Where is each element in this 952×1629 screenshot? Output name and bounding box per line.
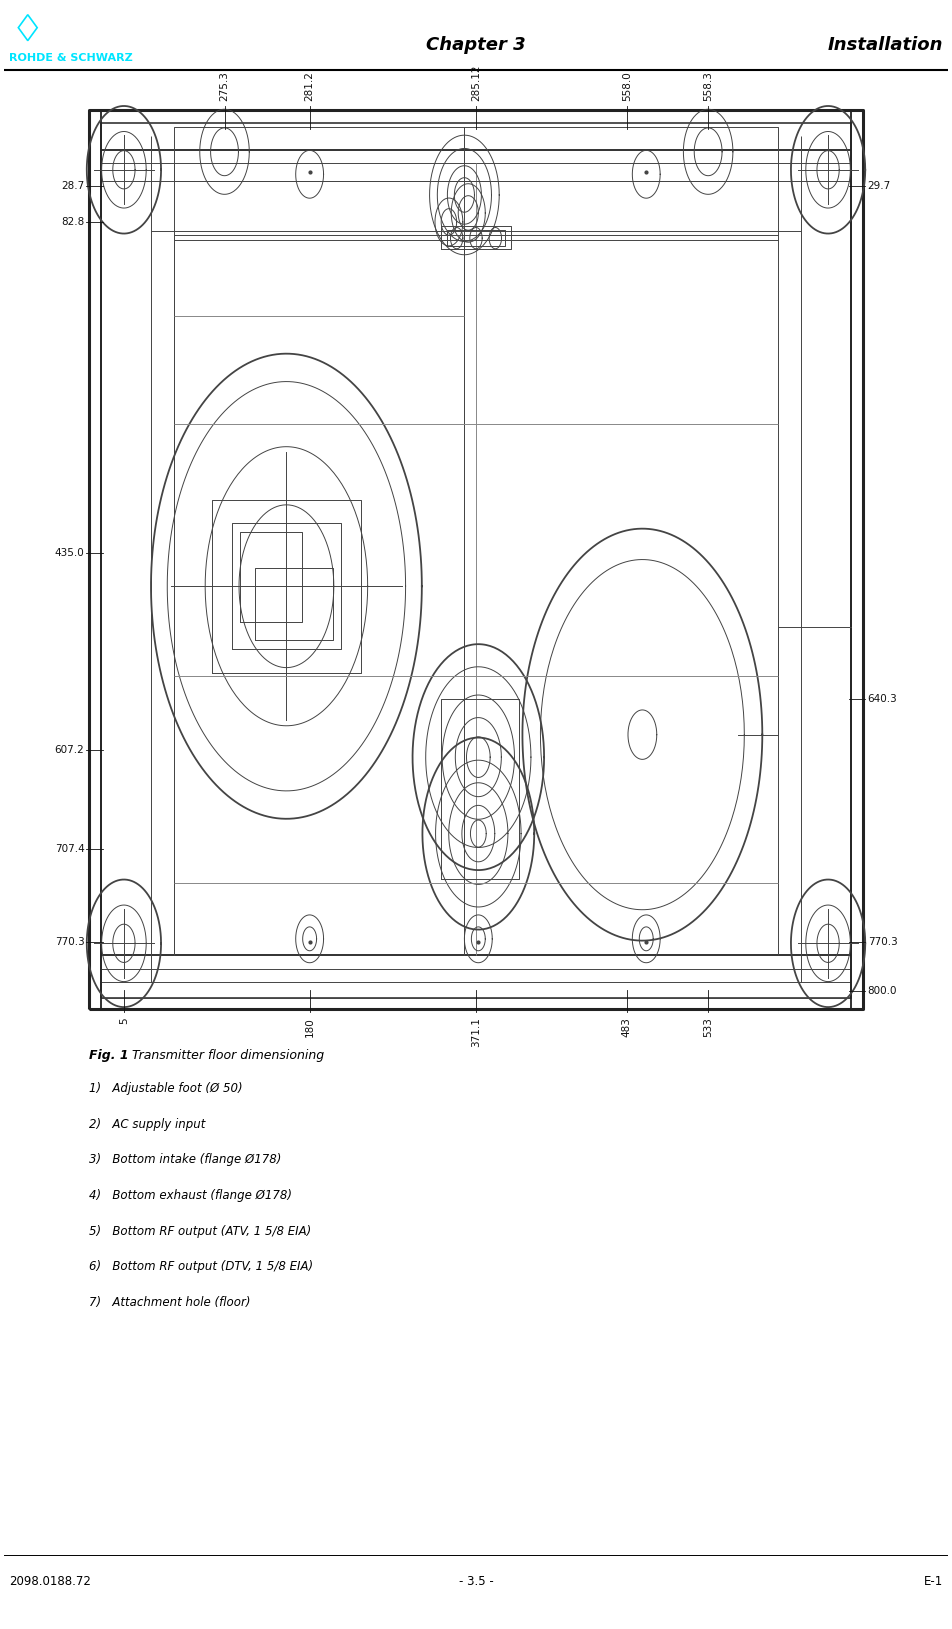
Text: 6)   Bottom RF output (DTV, 1 5/8 EIA): 6) Bottom RF output (DTV, 1 5/8 EIA) [89, 1261, 313, 1274]
Text: 533: 533 [704, 1016, 713, 1038]
Text: - 3.5 -: - 3.5 - [459, 1575, 493, 1588]
Text: ROHDE & SCHWARZ: ROHDE & SCHWARZ [9, 54, 132, 64]
Text: 4)   Bottom exhaust (flange Ø178): 4) Bottom exhaust (flange Ø178) [89, 1189, 292, 1202]
Text: 29.7: 29.7 [867, 181, 891, 191]
Text: 607.2: 607.2 [54, 744, 85, 754]
Text: 483: 483 [622, 1016, 632, 1038]
Text: 558.0: 558.0 [622, 72, 632, 101]
Text: 558.3: 558.3 [704, 72, 713, 101]
Text: 5)   Bottom RF output (ATV, 1 5/8 EIA): 5) Bottom RF output (ATV, 1 5/8 EIA) [89, 1225, 311, 1238]
Text: 281.2: 281.2 [305, 72, 314, 101]
Text: 770.3: 770.3 [54, 937, 85, 946]
Text: 371.1: 371.1 [471, 1016, 481, 1047]
Text: 1)   Adjustable foot (Ø 50): 1) Adjustable foot (Ø 50) [89, 1082, 243, 1095]
Text: 770.3: 770.3 [867, 937, 898, 946]
Text: 180: 180 [305, 1016, 314, 1036]
Text: 275.3: 275.3 [220, 72, 229, 101]
Text: 800.0: 800.0 [867, 986, 897, 995]
Text: 28.7: 28.7 [61, 181, 85, 191]
Text: 5: 5 [119, 1016, 129, 1023]
Text: 7)   Attachment hole (floor): 7) Attachment hole (floor) [89, 1295, 250, 1308]
Text: Installation: Installation [827, 36, 943, 54]
Text: 3)   Bottom intake (flange Ø178): 3) Bottom intake (flange Ø178) [89, 1153, 282, 1166]
Text: E-1: E-1 [923, 1575, 943, 1588]
Text: 707.4: 707.4 [54, 844, 85, 854]
Text: Fig. 1: Fig. 1 [89, 1049, 133, 1062]
Text: 640.3: 640.3 [867, 694, 898, 704]
Text: 2)   AC supply input: 2) AC supply input [89, 1117, 206, 1131]
Text: 2098.0188.72: 2098.0188.72 [9, 1575, 90, 1588]
Text: 285.12: 285.12 [471, 65, 481, 101]
Text: Chapter 3: Chapter 3 [426, 36, 526, 54]
Text: 82.8: 82.8 [61, 217, 85, 226]
Text: Transmitter floor dimensioning: Transmitter floor dimensioning [131, 1049, 324, 1062]
Text: 435.0: 435.0 [54, 547, 85, 559]
